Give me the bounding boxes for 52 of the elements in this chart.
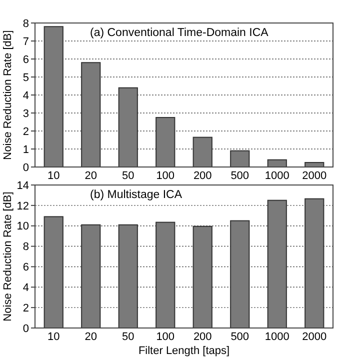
- bar: [44, 216, 64, 328]
- y-tick-label: 8: [22, 18, 29, 30]
- bar: [118, 87, 138, 168]
- y-tick-label: 14: [16, 180, 29, 192]
- y-tick-label: 0: [22, 322, 29, 335]
- y-tick-label: 2: [22, 302, 29, 314]
- x-tick-label: 10: [48, 331, 60, 343]
- y-tick-label: 3: [22, 108, 29, 120]
- bar: [230, 150, 250, 168]
- bar: [156, 222, 176, 328]
- bar: [230, 220, 250, 328]
- bar: [156, 117, 176, 168]
- x-tick-label: 1000: [264, 331, 290, 343]
- y-tick-label: 8: [22, 241, 29, 254]
- x-tick-label: 10: [48, 170, 60, 182]
- x-tick-label: 2000: [302, 331, 327, 343]
- y-tick-label: 0: [22, 162, 29, 174]
- y-tick-label: 4: [22, 90, 29, 102]
- y-tick-label: 6: [22, 54, 29, 66]
- y-tick-label: 6: [22, 262, 29, 274]
- bar: [81, 62, 101, 168]
- bar: [192, 136, 212, 168]
- x-tick-label: 20: [84, 331, 97, 343]
- bar: [267, 200, 287, 328]
- bar: [192, 226, 212, 328]
- chart-title: (a) Conventional Time-Domain ICA: [90, 27, 269, 39]
- bar: [44, 26, 64, 168]
- chart-title: (b) Multistage ICA: [90, 189, 182, 201]
- y-tick-label: 1: [22, 144, 29, 156]
- x-tick-label: 20: [84, 170, 97, 182]
- x-tick-label: 1000: [264, 170, 290, 182]
- x-tick-label: 50: [122, 170, 134, 182]
- y-tick-label: 5: [22, 72, 29, 84]
- x-tick-label: 50: [122, 331, 134, 343]
- bar: [304, 198, 324, 328]
- x-tick-label: 200: [193, 331, 212, 343]
- y-tick-label: 2: [22, 126, 29, 138]
- y-tick-label: 10: [16, 220, 29, 233]
- bar: [118, 224, 138, 328]
- x-tick-label: 500: [230, 331, 250, 343]
- x-axis-title: Filter Length [taps]: [138, 345, 230, 357]
- x-tick-label: 100: [156, 331, 175, 343]
- y-axis-title: Noise Reduction Rate [dB]: [2, 30, 14, 160]
- x-tick-label: 2000: [302, 170, 327, 182]
- y-tick-label: 12: [16, 200, 29, 212]
- bar: [81, 224, 101, 328]
- x-tick-label: 500: [230, 170, 250, 182]
- y-axis-title: Noise Reduction Rate [dB]: [2, 192, 14, 322]
- x-tick-label: 200: [193, 170, 212, 182]
- x-tick-label: 100: [156, 170, 175, 182]
- y-tick-label: 4: [22, 282, 29, 294]
- y-tick-label: 7: [22, 36, 29, 48]
